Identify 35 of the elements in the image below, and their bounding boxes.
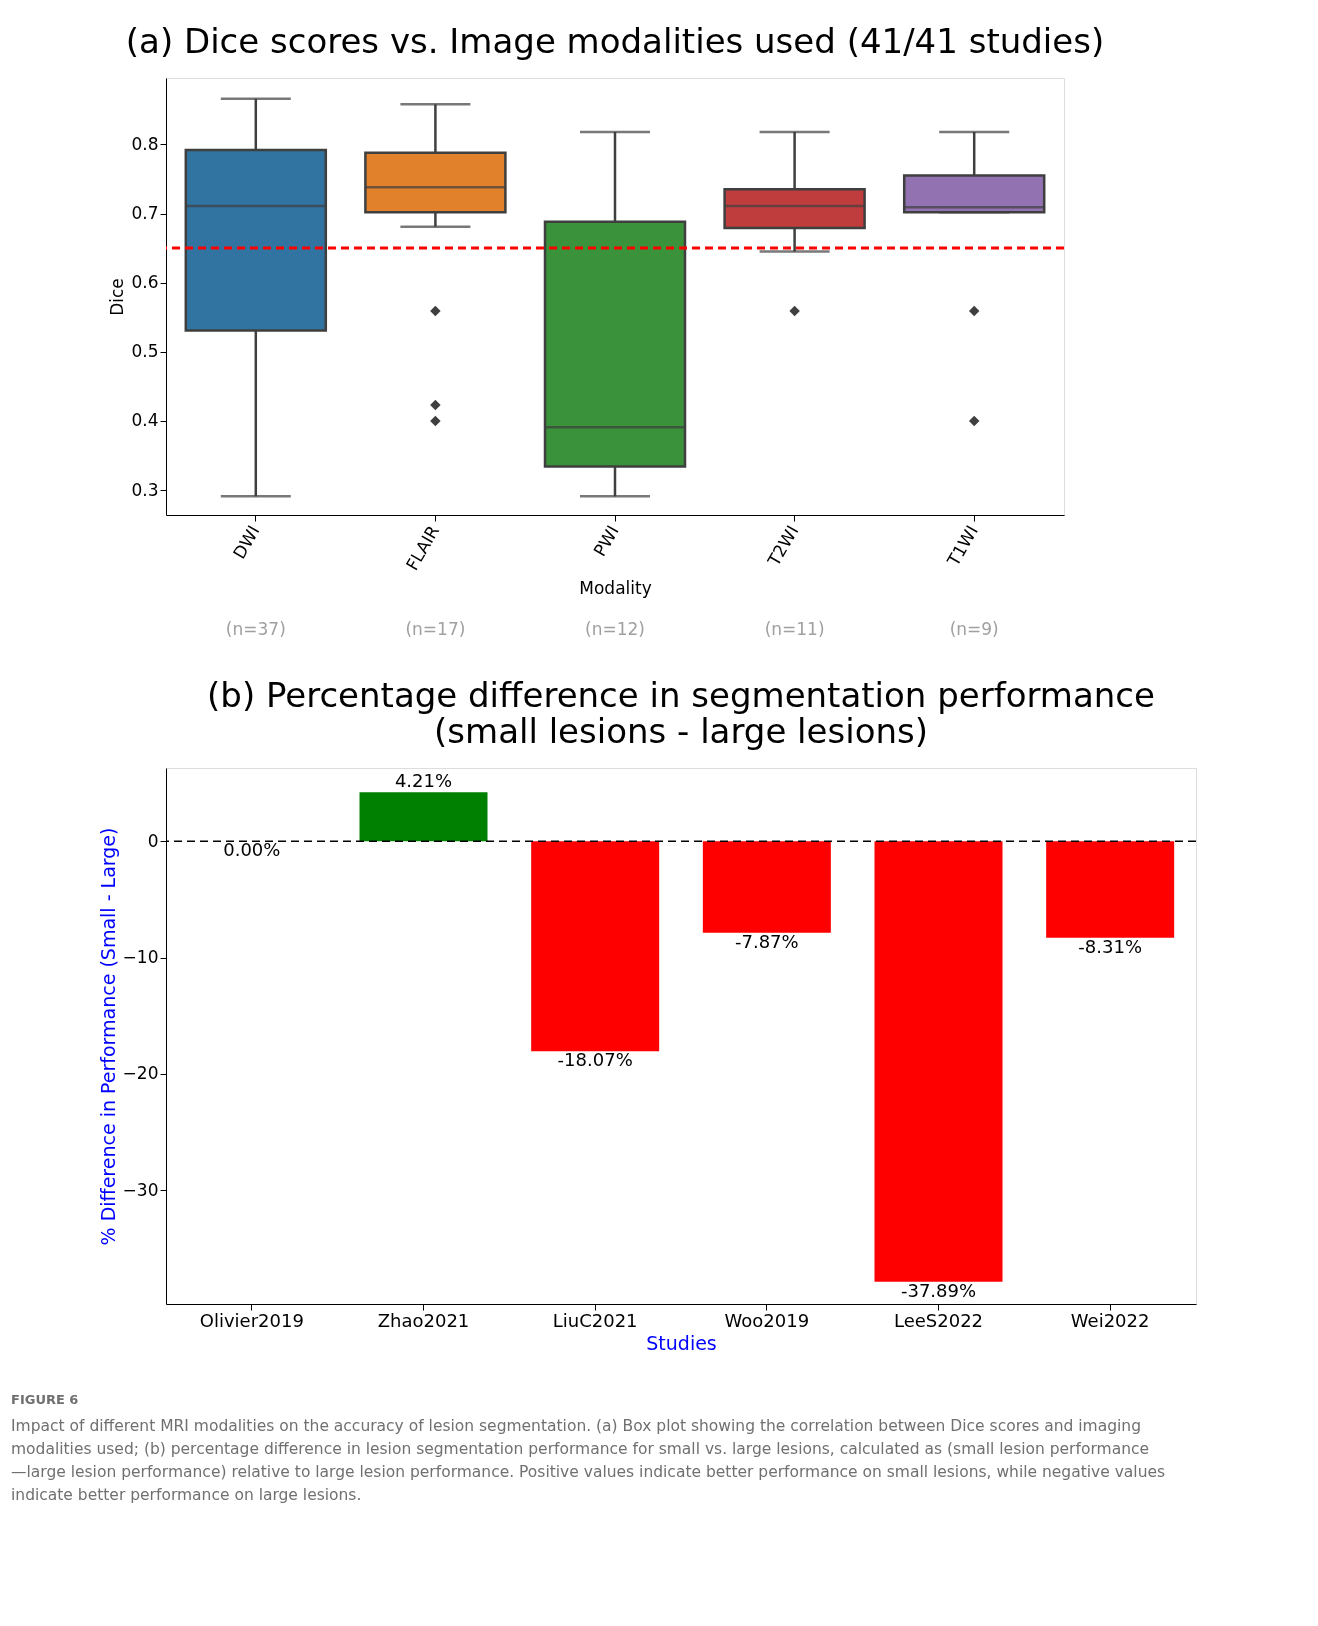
y-tick-label: −20 — [122, 1063, 159, 1084]
y-tick-label: 0.6 — [131, 272, 159, 293]
text: (n=17) — [405, 619, 466, 639]
x-tick-label: LeeS2022 — [893, 1309, 984, 1331]
data-label: 0.00% — [223, 839, 281, 861]
y-tick-label: 0 — [147, 830, 159, 851]
data-label: -7.87% — [734, 930, 799, 952]
y-tick-label: 0.3 — [131, 479, 159, 500]
x-tick-label: Zhao2021 — [377, 1309, 470, 1331]
data-label: -37.89% — [900, 1279, 977, 1301]
x-tick-label: Wei2022 — [1070, 1309, 1150, 1331]
y-tick-label: 0.5 — [131, 341, 159, 362]
text: (n=12) — [585, 619, 645, 639]
x-axis-title: Studies — [646, 1331, 717, 1354]
text: (n=37) — [225, 619, 286, 639]
x-tick-label: LiuC2021 — [552, 1309, 638, 1331]
y-axis-title: Dice — [107, 278, 128, 316]
data-label: 4.21% — [394, 770, 453, 792]
x-axis-title: Modality — [579, 578, 652, 599]
text: Impact of different MRI modalities on the accuracy of lesion segmentation. (a) Box plot showing the correlation between Dice scores and imaging modalities used; (b) percentage difference in lesion segmentation performance for small vs. large lesions, calculated as (small lesion performance —large lesion performance) relative to large lesion performance. Positive values indicate better performance on small lesions, while negative values indicate better performance on large lesions. — [11, 1417, 1166, 1504]
caption: FIGURE 6 — [11, 1392, 79, 1407]
y-tick-label: 0.7 — [131, 203, 159, 224]
data-label: -18.07% — [557, 1049, 633, 1071]
text: (n=11) — [764, 619, 825, 639]
data-label: -8.31% — [1078, 935, 1143, 957]
y-tick-label: −30 — [122, 1179, 159, 1200]
y-tick-label: 0.4 — [131, 410, 159, 431]
x-tick-label: Olivier2019 — [199, 1309, 304, 1331]
chart-title: (a) Dice scores vs. Image modalities used (41/41 studies) — [125, 21, 1105, 61]
x-tick-label: Woo2019 — [724, 1309, 810, 1331]
y-tick-label: −10 — [122, 947, 159, 968]
y-axis-title: % Difference in Performance (Small - Large) — [96, 827, 119, 1246]
chart-title: (b) Percentage difference in segmentation performance (small lesions - large lesions) — [207, 675, 1155, 751]
text: (n=9) — [949, 619, 999, 639]
y-tick-label: 0.8 — [131, 133, 159, 154]
